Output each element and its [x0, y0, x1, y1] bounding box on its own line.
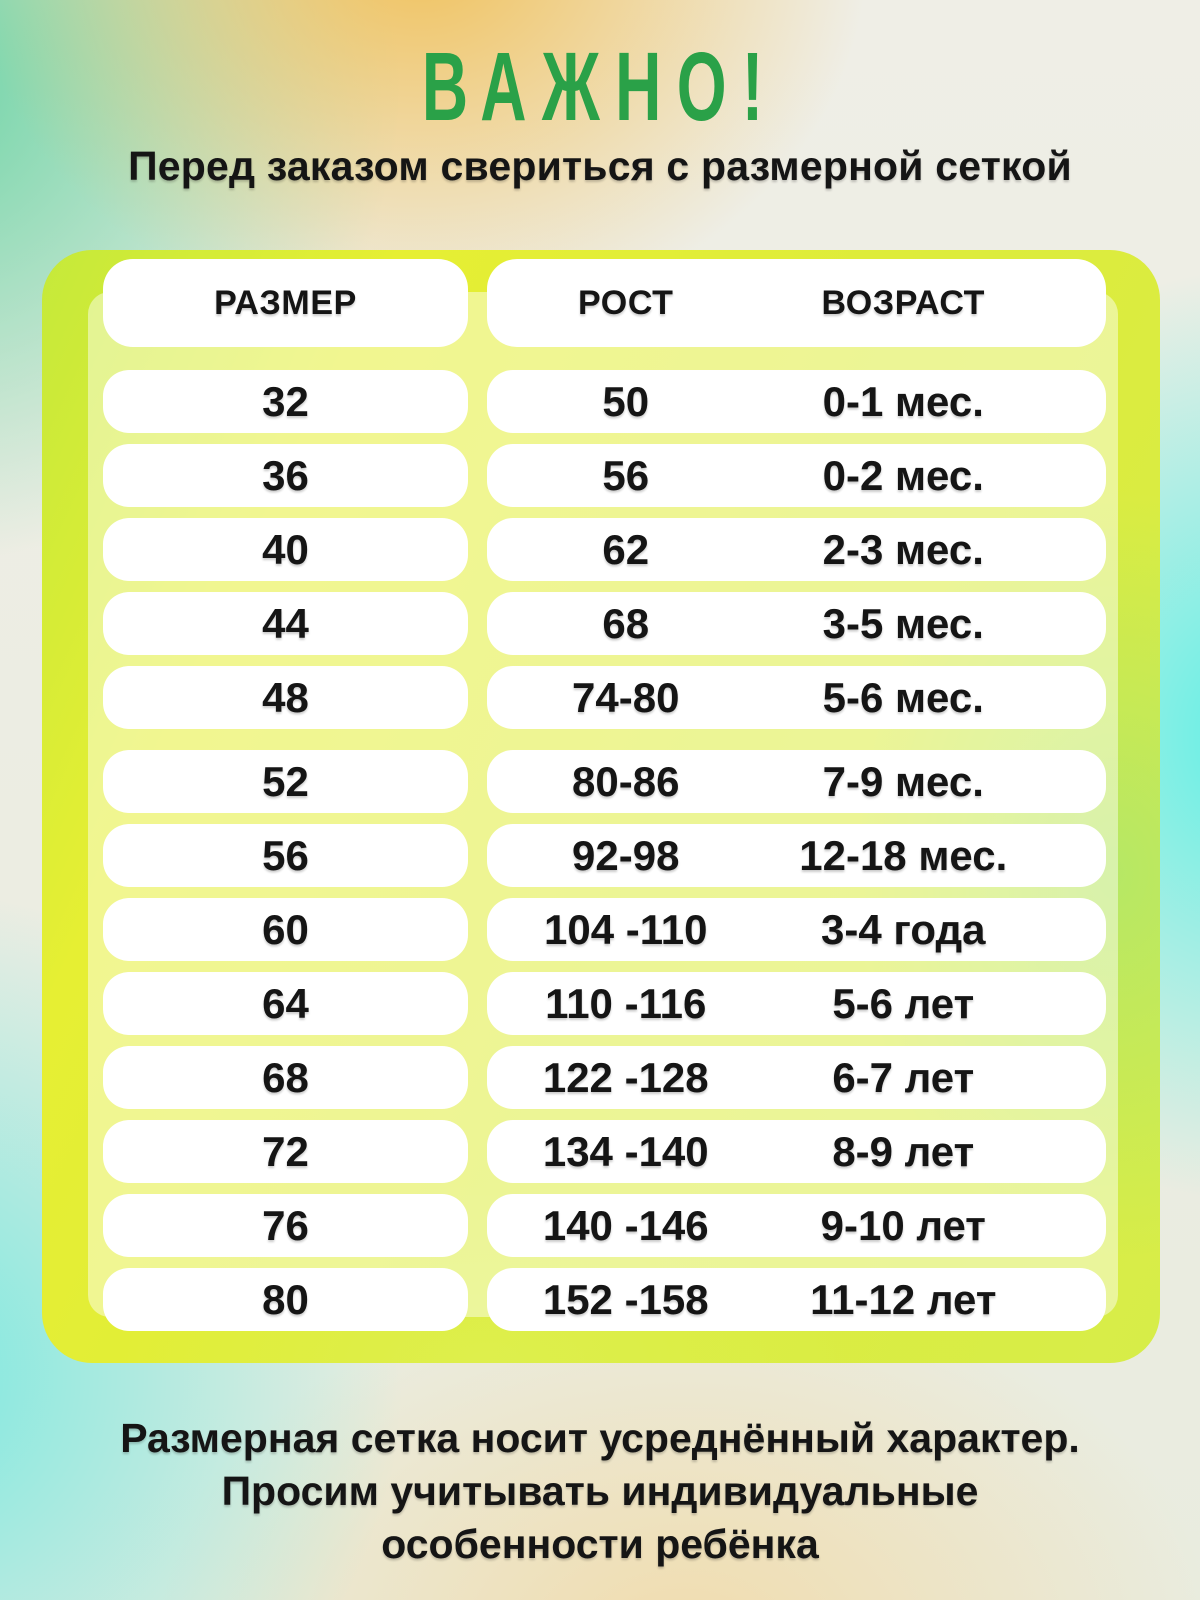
measures-cell: 140 -146 9-10 лет	[487, 1194, 1106, 1257]
size-table: РАЗМЕР РОСТ ВОЗРАСТ 32 50 0-1 мес. 36 56…	[42, 250, 1160, 1331]
size-value: 44	[262, 599, 309, 647]
page-title-text: ВАЖНО!	[421, 32, 779, 141]
measures-cell: 74-80 5-6 мес.	[487, 666, 1106, 729]
header-size-pill: РАЗМЕР	[103, 259, 468, 347]
size-value: 64	[262, 979, 309, 1027]
size-cell: 44	[103, 592, 468, 655]
table-row: 44 68 3-5 мес.	[103, 592, 1106, 655]
table-row: 32 50 0-1 мес.	[103, 370, 1106, 433]
column-header-age: ВОЗРАСТ	[821, 283, 986, 322]
age-value: 8-9 лет	[832, 1127, 975, 1175]
table-rows: 32 50 0-1 мес. 36 56 0-2 мес. 40 62 2-3 …	[103, 370, 1106, 1331]
size-cell: 36	[103, 444, 468, 507]
table-row: 64 110 -116 5-6 лет	[103, 972, 1106, 1035]
table-row: 40 62 2-3 мес.	[103, 518, 1106, 581]
height-value: 134 -140	[542, 1127, 709, 1175]
height-value: 80-86	[572, 757, 680, 805]
size-cell: 76	[103, 1194, 468, 1257]
age-value: 7-9 мес.	[822, 757, 984, 805]
column-header-height: РОСТ	[577, 283, 674, 322]
size-value: 76	[262, 1201, 309, 1249]
measures-cell: 152 -158 11-12 лет	[487, 1268, 1106, 1331]
height-value: 62	[602, 525, 650, 573]
size-table-panel: РАЗМЕР РОСТ ВОЗРАСТ 32 50 0-1 мес. 36 56…	[42, 250, 1160, 1363]
measures-cell: 110 -116 5-6 лет	[487, 972, 1106, 1035]
measures-cell: 80-86 7-9 мес.	[487, 750, 1106, 813]
table-row: 56 92-98 12-18 мес.	[103, 824, 1106, 887]
table-row: 52 80-86 7-9 мес.	[103, 750, 1106, 813]
page-title: ВАЖНО!	[0, 0, 1200, 137]
age-value: 12-18 мес.	[799, 831, 1008, 879]
page-subtitle: Перед заказом свериться с размерной сетк…	[128, 142, 1072, 189]
height-value: 68	[602, 599, 650, 647]
measures-cell: 122 -128 6-7 лет	[487, 1046, 1106, 1109]
table-row: 36 56 0-2 мес.	[103, 444, 1106, 507]
size-cell: 64	[103, 972, 468, 1035]
measures-cell: 68 3-5 мес.	[487, 592, 1106, 655]
table-row: 72 134 -140 8-9 лет	[103, 1120, 1106, 1183]
measures-cell: 62 2-3 мес.	[487, 518, 1106, 581]
size-value: 52	[262, 757, 309, 805]
size-cell: 80	[103, 1268, 468, 1331]
size-cell: 60	[103, 898, 468, 961]
size-value: 80	[262, 1275, 309, 1323]
measures-cell: 134 -140 8-9 лет	[487, 1120, 1106, 1183]
table-row: 48 74-80 5-6 мес.	[103, 666, 1106, 729]
size-cell: 68	[103, 1046, 468, 1109]
age-value: 6-7 лет	[832, 1053, 975, 1101]
size-cell: 32	[103, 370, 468, 433]
height-value: 92-98	[572, 831, 680, 879]
height-value: 122 -128	[542, 1053, 709, 1101]
size-cell: 72	[103, 1120, 468, 1183]
header-measures-pill: РОСТ ВОЗРАСТ	[487, 259, 1106, 347]
size-value: 60	[262, 905, 309, 953]
size-value: 72	[262, 1127, 309, 1175]
height-value: 50	[602, 377, 650, 425]
footer-line-3: особенности ребёнка	[381, 1521, 819, 1567]
size-value: 40	[262, 525, 309, 573]
height-value: 104 -110	[544, 905, 708, 953]
height-value: 56	[602, 451, 650, 499]
size-cell: 48	[103, 666, 468, 729]
age-value: 5-6 лет	[832, 979, 975, 1027]
measures-cell: 56 0-2 мес.	[487, 444, 1106, 507]
footer-line-2: Просим учитывать индивидуальные	[221, 1468, 979, 1514]
measures-cell: 104 -110 3-4 года	[487, 898, 1106, 961]
size-value: 36	[262, 451, 309, 499]
table-row: 76 140 -146 9-10 лет	[103, 1194, 1106, 1257]
age-value: 9-10 лет	[820, 1201, 986, 1249]
age-value: 11-12 лет	[810, 1275, 997, 1323]
measures-cell: 50 0-1 мес.	[487, 370, 1106, 433]
size-value: 56	[262, 831, 309, 879]
table-row: 80 152 -158 11-12 лет	[103, 1268, 1106, 1331]
table-row: 68 122 -128 6-7 лет	[103, 1046, 1106, 1109]
age-value: 0-2 мес.	[822, 451, 984, 499]
age-value: 5-6 мес.	[822, 673, 984, 721]
size-cell: 40	[103, 518, 468, 581]
height-value: 110 -116	[545, 979, 707, 1027]
height-value: 140 -146	[542, 1201, 709, 1249]
size-value: 48	[262, 673, 309, 721]
age-value: 2-3 мес.	[822, 525, 984, 573]
height-value: 152 -158	[542, 1275, 709, 1323]
table-row: 60 104 -110 3-4 года	[103, 898, 1106, 961]
column-header-size: РАЗМЕР	[214, 283, 357, 322]
table-header-row: РАЗМЕР РОСТ ВОЗРАСТ	[103, 259, 1106, 347]
size-cell: 52	[103, 750, 468, 813]
height-value: 74-80	[572, 673, 680, 721]
size-value: 68	[262, 1053, 309, 1101]
measures-cell: 92-98 12-18 мес.	[487, 824, 1106, 887]
age-value: 0-1 мес.	[822, 377, 984, 425]
size-value: 32	[262, 377, 309, 425]
age-value: 3-5 мес.	[822, 599, 984, 647]
footer-line-1: Размерная сетка носит усреднённый характ…	[120, 1415, 1080, 1461]
age-value: 3-4 года	[821, 905, 986, 953]
size-cell: 56	[103, 824, 468, 887]
footer-note: Размерная сетка носит усреднённый характ…	[0, 1412, 1200, 1571]
